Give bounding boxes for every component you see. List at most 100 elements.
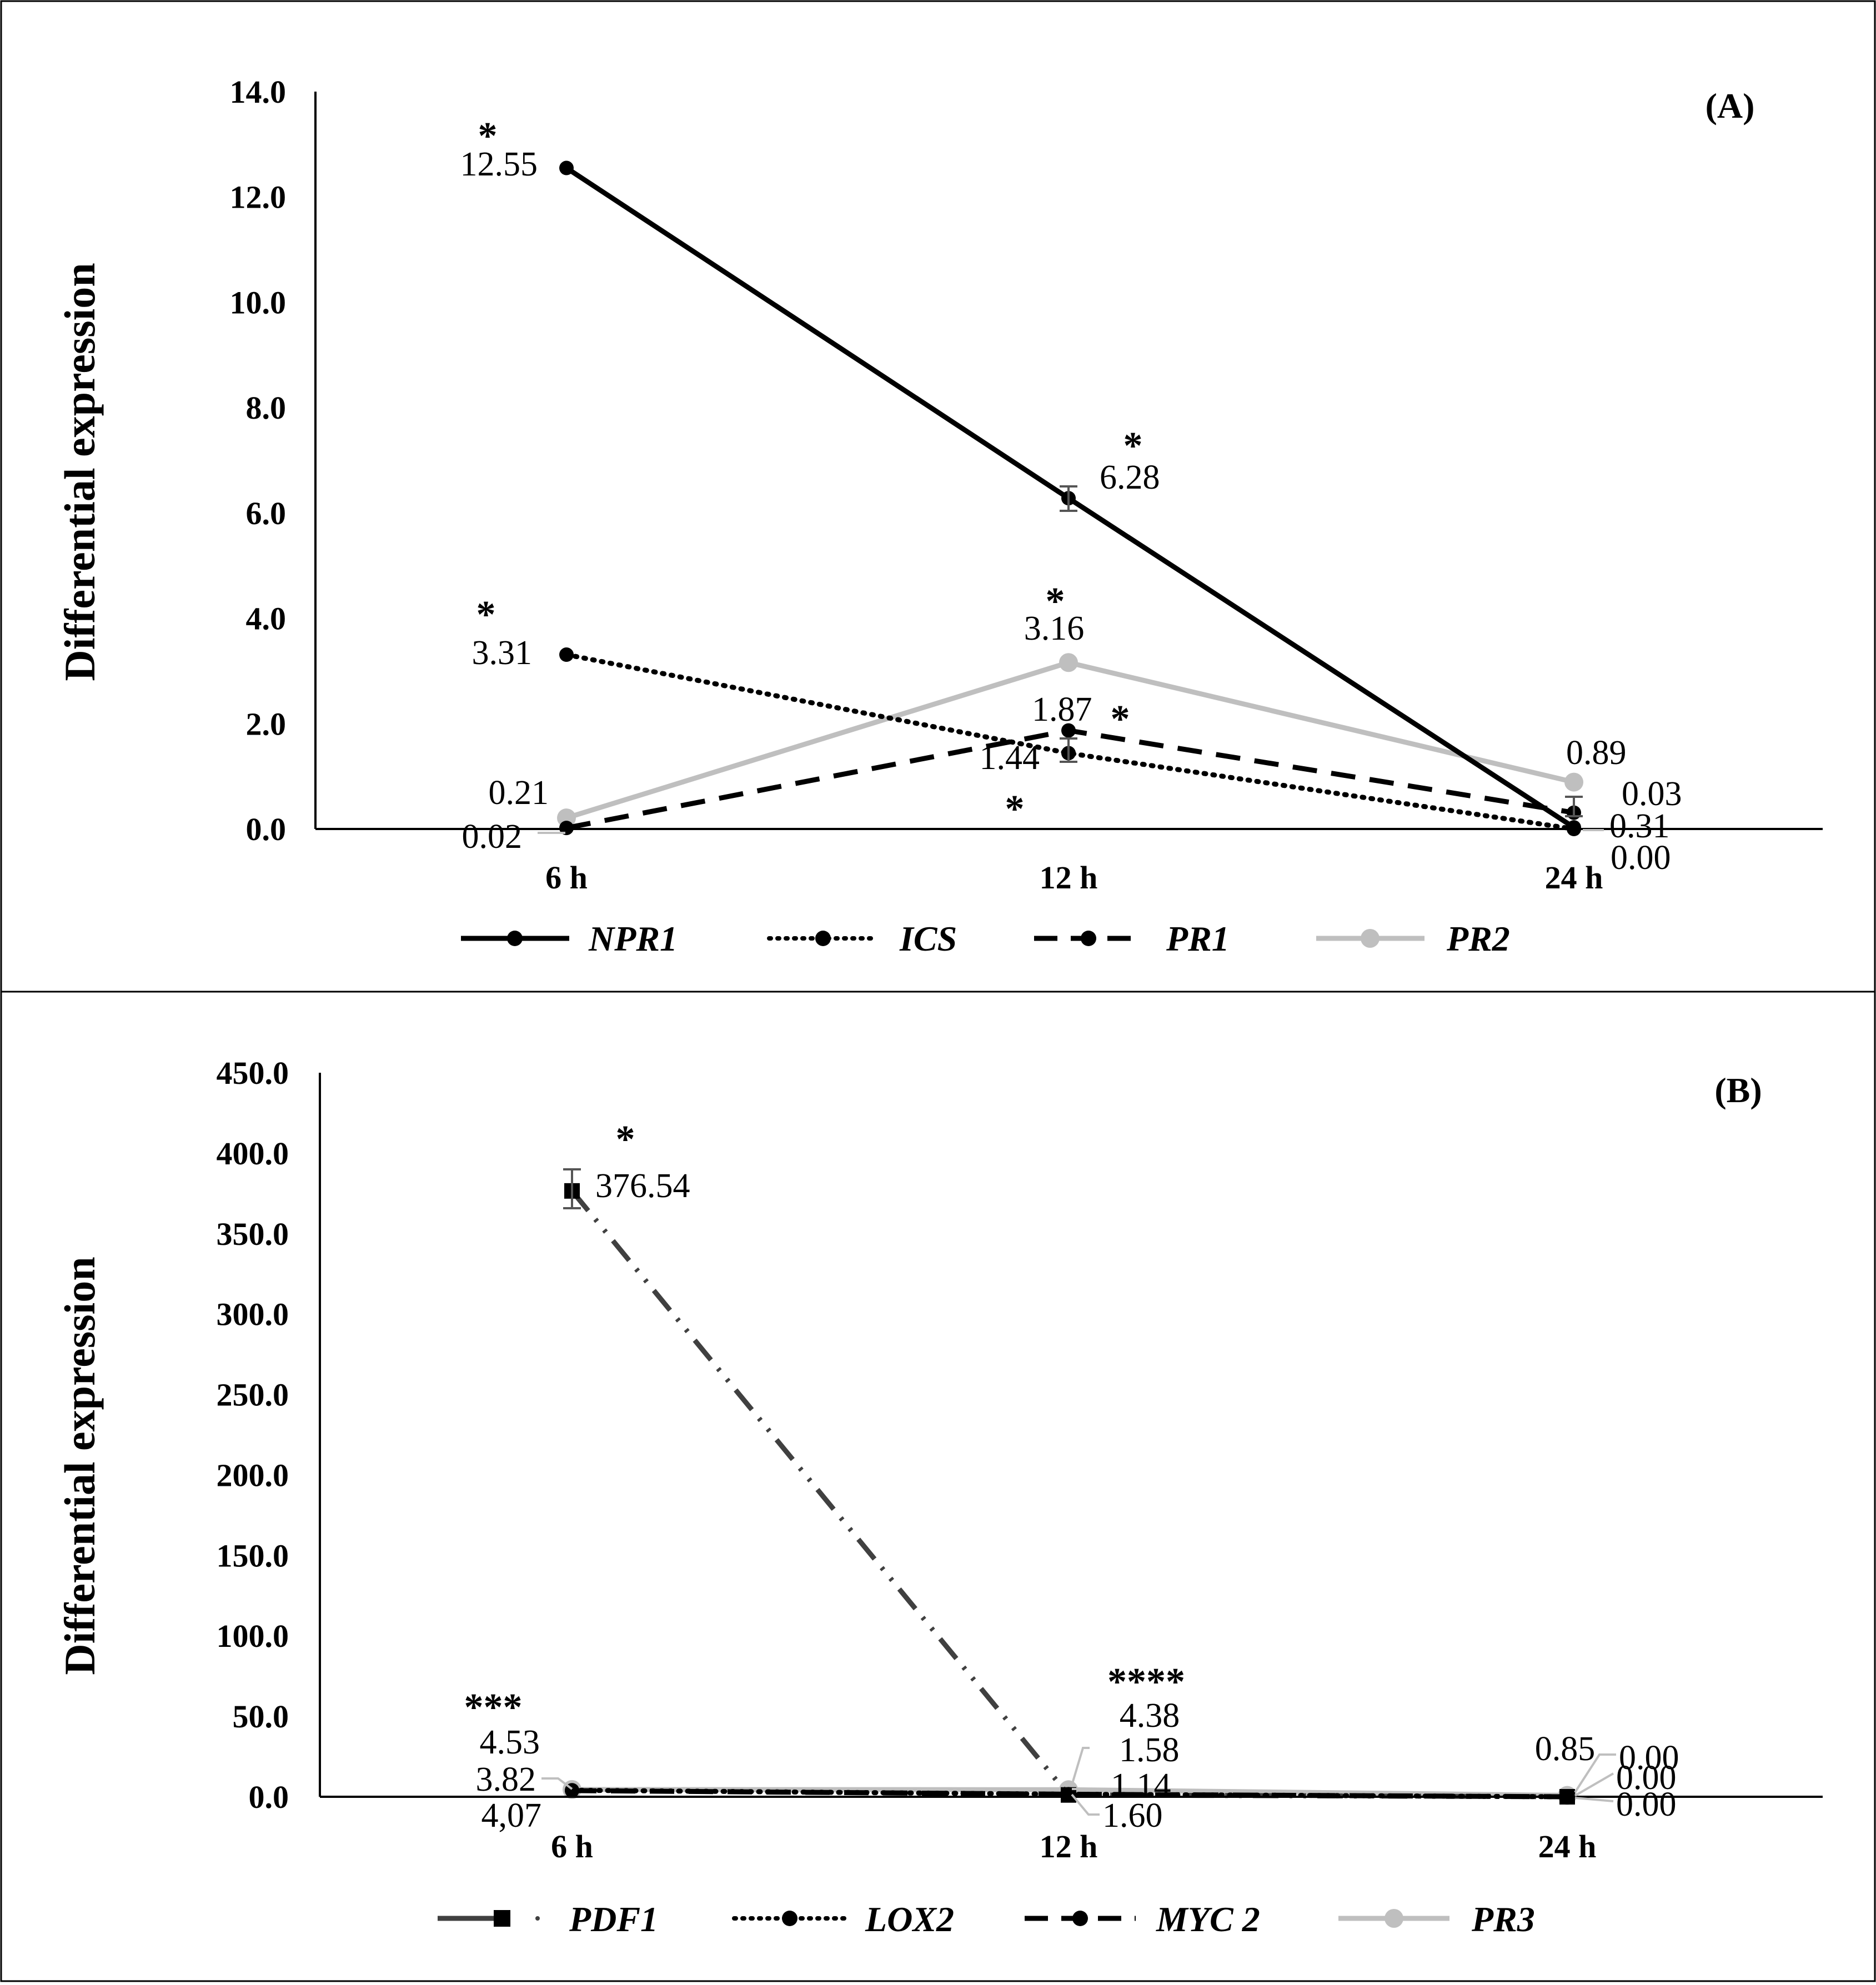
- panel-a-label: (A): [1706, 86, 1755, 125]
- star-ics-12h: *: [1005, 788, 1025, 831]
- legend-marker-pr3: [1385, 1909, 1403, 1928]
- panel-a-error-bars: [1060, 485, 1583, 817]
- legend-label-pdf1: PDF1: [569, 1899, 658, 1939]
- label-npr1-24h: 0.03: [1622, 775, 1682, 813]
- legend-label-myc2: MYC 2: [1156, 1899, 1260, 1939]
- label-pr1-6h: 0.02: [462, 818, 523, 856]
- y-tick-label: 14.0: [230, 74, 287, 110]
- y-tick-label: 150.0: [217, 1537, 289, 1574]
- point-pr1: [1061, 723, 1076, 738]
- label-lox2-24h: 0.00: [1616, 1759, 1677, 1797]
- x-tick-label: 6 h: [545, 860, 588, 896]
- legend-marker-pr2: [1361, 929, 1380, 948]
- y-tick-label: 450.0: [217, 1055, 289, 1091]
- x-tick-label: 24 h: [1545, 860, 1603, 896]
- label-pr2-24h: 0.89: [1566, 734, 1627, 772]
- legend-item-lox2: LOX2: [732, 1899, 954, 1939]
- legend-label-pr1: PR1: [1166, 919, 1230, 958]
- y-tick-label: 4.0: [246, 601, 287, 637]
- star-ics-6h: *: [476, 594, 496, 636]
- y-tick-label: 200.0: [217, 1457, 289, 1493]
- legend-marker-pr1: [1081, 931, 1096, 946]
- label-pdf1-6h: 376.54: [595, 1167, 690, 1205]
- legend-item-myc2: MYC 2: [1025, 1899, 1260, 1939]
- legend-dot-pdf1: [535, 1916, 540, 1921]
- label-ics-24h: 0.00: [1611, 839, 1671, 877]
- y-tick-label: 10.0: [230, 284, 287, 320]
- star-npr1-12h: *: [1123, 425, 1143, 468]
- y-tick-label: 50.0: [233, 1698, 289, 1735]
- star-npr1-6h: *: [478, 115, 498, 158]
- point-pr2: [1564, 772, 1583, 792]
- point-ics: [559, 647, 574, 662]
- panel-b-series: [563, 1183, 1577, 1805]
- panel-b-leader-lines: [541, 1747, 1616, 1816]
- series-line-ics: [564, 652, 1577, 832]
- label-pr1-12h: 1.87: [1032, 691, 1092, 728]
- label-npr1-6h: 12.55: [460, 145, 538, 183]
- panel-b-label: (B): [1714, 1071, 1762, 1110]
- panel-a-y-ticks: 0.0 2.0 4.0 6.0 8.0 10.0 12.0 14.0: [230, 74, 287, 847]
- legend-label-pr2: PR2: [1446, 919, 1510, 958]
- legend-marker-ics: [815, 931, 831, 946]
- label-myc2-12h: 1.58: [1119, 1731, 1180, 1769]
- legend-label-npr1: NPR1: [588, 919, 678, 958]
- leader-lox2-24h: [1574, 1772, 1614, 1797]
- panel-a-x-ticks: 6 h 12 h 24 h: [545, 860, 1603, 896]
- y-tick-label: 400.0: [217, 1135, 289, 1172]
- legend-label-ics: ICS: [899, 919, 957, 958]
- legend-marker-pdf1: [494, 1910, 510, 1927]
- legend-item-pr2: PR2: [1316, 919, 1510, 958]
- panel-a-chart: Differential expression (A) 0.0 2.0 4.0 6.0…: [56, 74, 1823, 958]
- point-pr2: [1059, 653, 1078, 672]
- error-bar-npr1-12h: [1060, 485, 1077, 512]
- error-bar-npr1-24h: [1565, 796, 1583, 817]
- label-npr1-12h: 6.28: [1100, 459, 1160, 496]
- label-pr3-6h: 4.53: [480, 1723, 540, 1761]
- x-tick-label: 12 h: [1040, 1828, 1098, 1865]
- panel-b-legend: PDF1 LOX2 MYC 2 PR3: [438, 1899, 1535, 1939]
- panel-b-y-ticks: 0.0 50.0 100.0 150.0 200.0 250.0 300.0 350.0 400…: [217, 1055, 289, 1815]
- series-line-pdf1: [570, 1189, 1568, 1800]
- label-myc2-24h: 0.00: [1616, 1786, 1677, 1823]
- y-tick-label: 100.0: [217, 1618, 289, 1654]
- y-tick-label: 350.0: [217, 1216, 289, 1252]
- label-pr3-12h: 4.38: [1120, 1697, 1180, 1735]
- panel-b-y-axis-title: Differential expression: [56, 1257, 104, 1675]
- legend-item-pr3: PR3: [1338, 1899, 1535, 1939]
- leader-myc2-12h: [1071, 1747, 1090, 1786]
- star-pr2-12h: *: [1046, 580, 1065, 623]
- label-pr1-24h: 0.31: [1609, 807, 1670, 845]
- y-tick-label: 300.0: [217, 1296, 289, 1333]
- star-group-6h: ***: [464, 1686, 523, 1729]
- label-pr3-24h: 0.85: [1535, 1730, 1596, 1768]
- legend-item-pdf1: PDF1: [438, 1899, 658, 1939]
- panel-b-label-letter: B: [1727, 1071, 1750, 1110]
- star-pr1-12h: *: [1111, 698, 1130, 741]
- legend-item-ics: ICS: [767, 919, 957, 958]
- leader-lox2-12h: [1071, 1793, 1100, 1816]
- leader-myc2-6h: [541, 1777, 573, 1790]
- label-pr2-6h: 0.21: [489, 774, 549, 812]
- panel-b-frame: [0, 991, 1876, 1982]
- y-tick-label: 0.0: [246, 811, 287, 847]
- label-pdf1-24h: 0.00: [1619, 1739, 1679, 1777]
- panel-b-error-bars: [563, 1168, 581, 1209]
- legend-item-npr1: NPR1: [461, 919, 678, 958]
- label-ics-12h: 1.44: [980, 739, 1040, 777]
- legend-marker-myc2: [1072, 1911, 1088, 1926]
- panel-a-y-axis-title: Differential expression: [56, 263, 104, 681]
- y-tick-label: 6.0: [246, 495, 287, 531]
- error-bar-ics-12h: [1060, 737, 1077, 763]
- label-lox2-12h: 1.60: [1102, 1797, 1163, 1835]
- label-pr2-12h: 3.16: [1024, 610, 1085, 647]
- point-npr1: [559, 160, 574, 175]
- star-group-12h: ****: [1107, 1661, 1185, 1703]
- y-tick-label: 250.0: [217, 1377, 289, 1413]
- x-tick-label: 6 h: [551, 1828, 593, 1865]
- y-tick-label: 8.0: [246, 390, 287, 426]
- label-ics-6h: 3.31: [472, 634, 533, 672]
- y-tick-label: 12.0: [230, 179, 287, 215]
- panel-b-chart: Differential expression (B) 0.0 50.0 100.0…: [56, 1055, 1823, 1939]
